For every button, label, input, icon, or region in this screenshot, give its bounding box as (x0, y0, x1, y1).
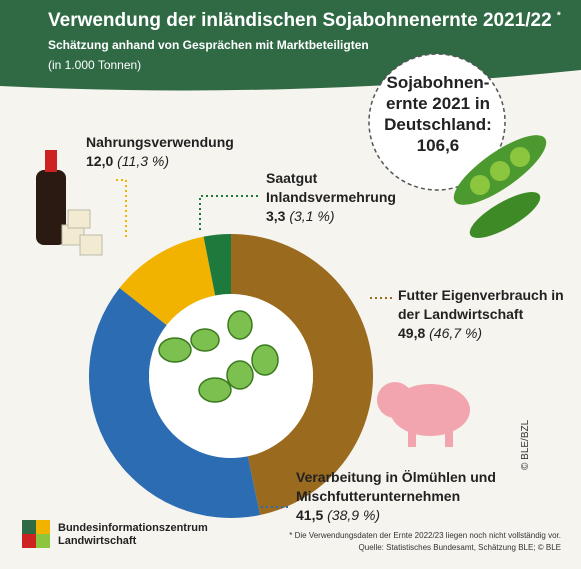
category-name: Nahrungsverwendung (86, 134, 234, 150)
category-name: Verarbeitung in Ölmühlen und Mischfutter… (296, 469, 496, 504)
category-label: Verarbeitung in Ölmühlen und Mischfutter… (296, 468, 526, 525)
value-label: 41,5 (296, 507, 324, 523)
value-line: 3,3 (3,1 %) (266, 207, 426, 226)
soy-sauce-icon (36, 150, 103, 256)
value-label: 12,0 (86, 153, 114, 169)
beans-icon (158, 310, 279, 403)
category-name: Saatgut Inlandsvermehrung (266, 170, 396, 205)
logo-text: Bundesinformationszentrum Landwirtschaft (58, 522, 208, 547)
unit: (in 1.000 Tonnen) (48, 58, 142, 72)
share-label: (46,7 %) (429, 325, 483, 341)
value-label: 49,8 (398, 325, 426, 341)
footnote: * Die Verwendungsdaten der Ernte 2022/23… (289, 531, 561, 540)
donut-segment (89, 287, 261, 518)
value-line: 49,8 (46,7 %) (398, 324, 568, 343)
category-name: Futter Eigenverbrauch in der Landwirtsch… (398, 287, 564, 322)
title-mark: * (556, 10, 561, 22)
chart-title: Verwendung der inländischen Sojabohnener… (48, 10, 552, 31)
category-label: Nahrungsverwendung 12,0 (11,3 %) (86, 133, 276, 171)
logo (22, 520, 50, 548)
source: Quelle: Statistisches Bundesamt, Schätzu… (358, 543, 561, 552)
category-label: Saatgut Inlandsvermehrung 3,3 (3,1 %) (266, 169, 426, 226)
connectors (116, 179, 392, 508)
value-line: 41,5 (38,9 %) (296, 506, 526, 525)
subtitle: Schätzung anhand von Gesprächen mit Mark… (48, 38, 369, 52)
title-box: Verwendung der inländischen Sojabohnener… (48, 10, 561, 32)
copyright: © BLE/BZL (520, 419, 531, 470)
category-label: Futter Eigenverbrauch in der Landwirtsch… (398, 286, 568, 343)
share-label: (38,9 %) (327, 507, 381, 523)
donut-segment (203, 234, 231, 296)
total-circle (368, 53, 506, 191)
soy-pod-icon (453, 135, 547, 238)
donut-segment (231, 234, 373, 515)
pig-icon (377, 382, 470, 447)
value-line: 12,0 (11,3 %) (86, 152, 276, 171)
share-label: (11,3 %) (117, 153, 170, 169)
share-label: (3,1 %) (289, 208, 335, 224)
donut-segment (119, 236, 216, 326)
value-label: 3,3 (266, 208, 286, 224)
total-text: Sojabohnen- ernte 2021 in Deutschland: (384, 73, 492, 134)
total-value: 106,6 (416, 136, 460, 155)
total-box: Sojabohnen- ernte 2021 in Deutschland: 1… (378, 72, 498, 156)
